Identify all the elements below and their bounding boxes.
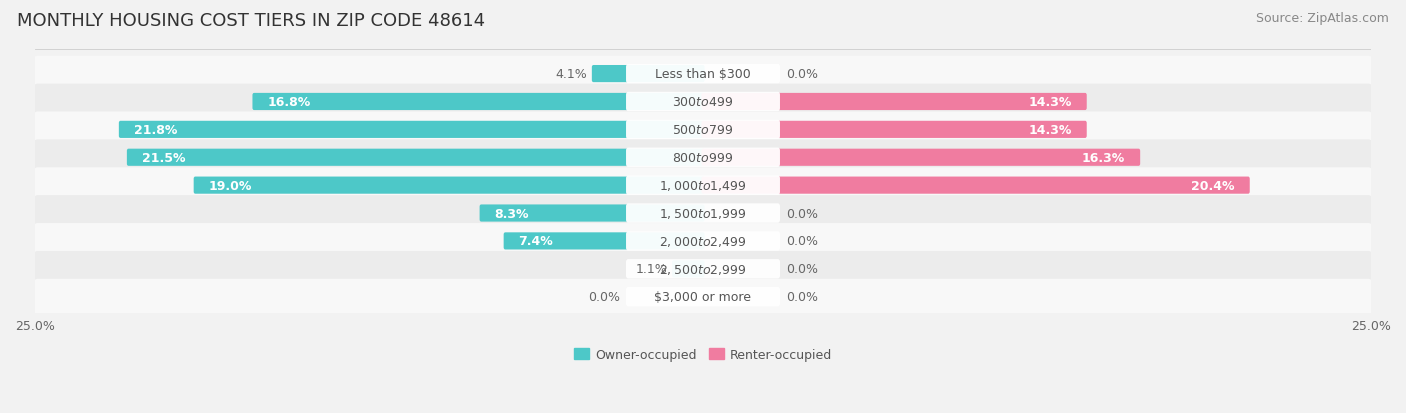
Text: 8.3%: 8.3% [495,207,529,220]
FancyBboxPatch shape [127,150,704,166]
Text: 0.0%: 0.0% [786,263,818,275]
FancyBboxPatch shape [626,65,780,84]
Text: $300 to $499: $300 to $499 [672,96,734,109]
Text: $500 to $799: $500 to $799 [672,123,734,137]
Legend: Owner-occupied, Renter-occupied: Owner-occupied, Renter-occupied [568,343,838,366]
FancyBboxPatch shape [702,94,1087,111]
Text: Less than $300: Less than $300 [655,68,751,81]
FancyBboxPatch shape [34,57,1372,92]
FancyBboxPatch shape [34,252,1372,287]
FancyBboxPatch shape [253,94,704,111]
Text: 19.0%: 19.0% [208,179,252,192]
FancyBboxPatch shape [34,84,1372,120]
FancyBboxPatch shape [34,140,1372,176]
Text: 0.0%: 0.0% [786,290,818,304]
FancyBboxPatch shape [702,177,1250,194]
FancyBboxPatch shape [479,205,704,222]
FancyBboxPatch shape [626,121,780,140]
FancyBboxPatch shape [194,177,704,194]
FancyBboxPatch shape [626,148,780,168]
FancyBboxPatch shape [626,93,780,112]
Text: 14.3%: 14.3% [1028,123,1071,137]
Text: $2,500 to $2,999: $2,500 to $2,999 [659,262,747,276]
Text: MONTHLY HOUSING COST TIERS IN ZIP CODE 48614: MONTHLY HOUSING COST TIERS IN ZIP CODE 4… [17,12,485,30]
FancyBboxPatch shape [672,261,704,278]
FancyBboxPatch shape [592,66,704,83]
Text: 16.3%: 16.3% [1083,152,1125,164]
Text: 21.5%: 21.5% [142,152,186,164]
FancyBboxPatch shape [626,204,780,223]
FancyBboxPatch shape [34,168,1372,204]
FancyBboxPatch shape [626,232,780,251]
Text: 0.0%: 0.0% [786,68,818,81]
Text: 20.4%: 20.4% [1191,179,1234,192]
Text: 0.0%: 0.0% [786,207,818,220]
Text: 4.1%: 4.1% [555,68,586,81]
Text: $2,000 to $2,499: $2,000 to $2,499 [659,234,747,248]
FancyBboxPatch shape [503,233,704,250]
FancyBboxPatch shape [34,112,1372,148]
Text: 0.0%: 0.0% [588,290,620,304]
FancyBboxPatch shape [626,287,780,306]
FancyBboxPatch shape [626,259,780,279]
FancyBboxPatch shape [34,196,1372,231]
FancyBboxPatch shape [34,279,1372,315]
FancyBboxPatch shape [626,176,780,195]
FancyBboxPatch shape [120,121,704,139]
Text: 21.8%: 21.8% [134,123,177,137]
Text: 16.8%: 16.8% [267,96,311,109]
Text: $3,000 or more: $3,000 or more [655,290,751,304]
FancyBboxPatch shape [702,150,1140,166]
Text: $1,500 to $1,999: $1,500 to $1,999 [659,206,747,221]
Text: 7.4%: 7.4% [519,235,554,248]
FancyBboxPatch shape [702,121,1087,139]
Text: 1.1%: 1.1% [636,263,666,275]
Text: 14.3%: 14.3% [1028,96,1071,109]
Text: $1,000 to $1,499: $1,000 to $1,499 [659,179,747,193]
Text: Source: ZipAtlas.com: Source: ZipAtlas.com [1256,12,1389,25]
Text: $800 to $999: $800 to $999 [672,152,734,164]
FancyBboxPatch shape [34,223,1372,259]
Text: 0.0%: 0.0% [786,235,818,248]
